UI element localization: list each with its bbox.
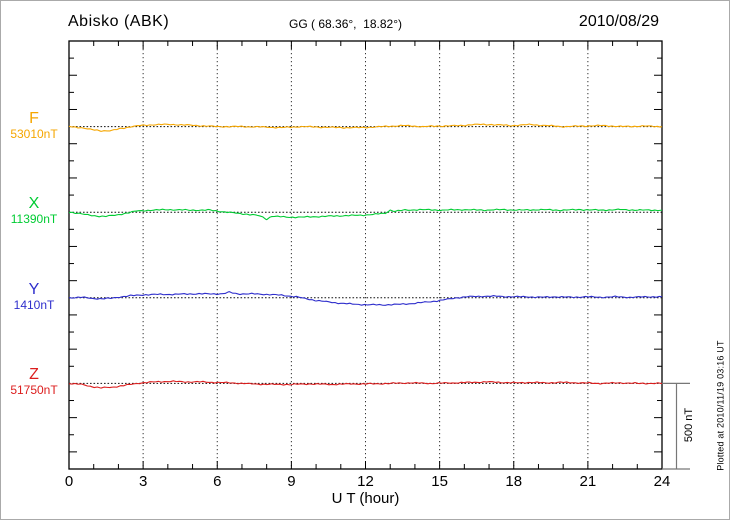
scale-bar-label: 500 nT xyxy=(683,407,695,443)
series-label-X: X 11390nT xyxy=(3,196,65,226)
series-letter-F: F xyxy=(29,109,39,127)
series-letter-Y: Y xyxy=(28,280,40,298)
series-label-F: F 53010nT xyxy=(3,109,65,141)
x-tick-label-18: 18 xyxy=(505,473,523,490)
x-tick-label-15: 15 xyxy=(431,473,448,490)
series-base-value-X: 11390nT xyxy=(10,212,58,227)
x-tick-label-9: 9 xyxy=(287,473,296,490)
x-tick-label-12: 12 xyxy=(357,473,374,490)
station-coordinates: GG ( 68.36°, 18.82°) xyxy=(289,17,402,31)
plot-frame xyxy=(68,40,663,470)
series-base-value-F: 53010nT xyxy=(10,126,58,141)
trace-Z xyxy=(68,380,663,389)
x-axis-title: U T (hour) xyxy=(331,490,400,507)
series-base-value-Y: 1410nT xyxy=(13,297,55,312)
series-label-Y: Y 1410nT xyxy=(3,280,65,312)
x-tick-label-0: 0 xyxy=(64,473,74,490)
x-tick-label-24: 24 xyxy=(653,473,671,490)
station-title: Abisko (ABK) xyxy=(68,13,170,30)
series-letter-X: X xyxy=(28,195,40,213)
series-base-value-Z: 51750nT xyxy=(10,383,58,398)
series-label-Z: Z 51750nT xyxy=(3,367,65,397)
series-letter-Z: Z xyxy=(29,366,39,384)
x-tick-label-6: 6 xyxy=(213,473,222,490)
trace-Y xyxy=(68,291,663,306)
plotted-at-note: Plotted at 2010/11/19 03:16 UT xyxy=(715,340,726,471)
x-tick-label-21: 21 xyxy=(579,473,597,490)
trace-F xyxy=(68,123,663,132)
plot-date: 2010/08/29 xyxy=(578,13,659,30)
x-tick-label-3: 3 xyxy=(138,473,148,490)
trace-X xyxy=(68,208,663,221)
